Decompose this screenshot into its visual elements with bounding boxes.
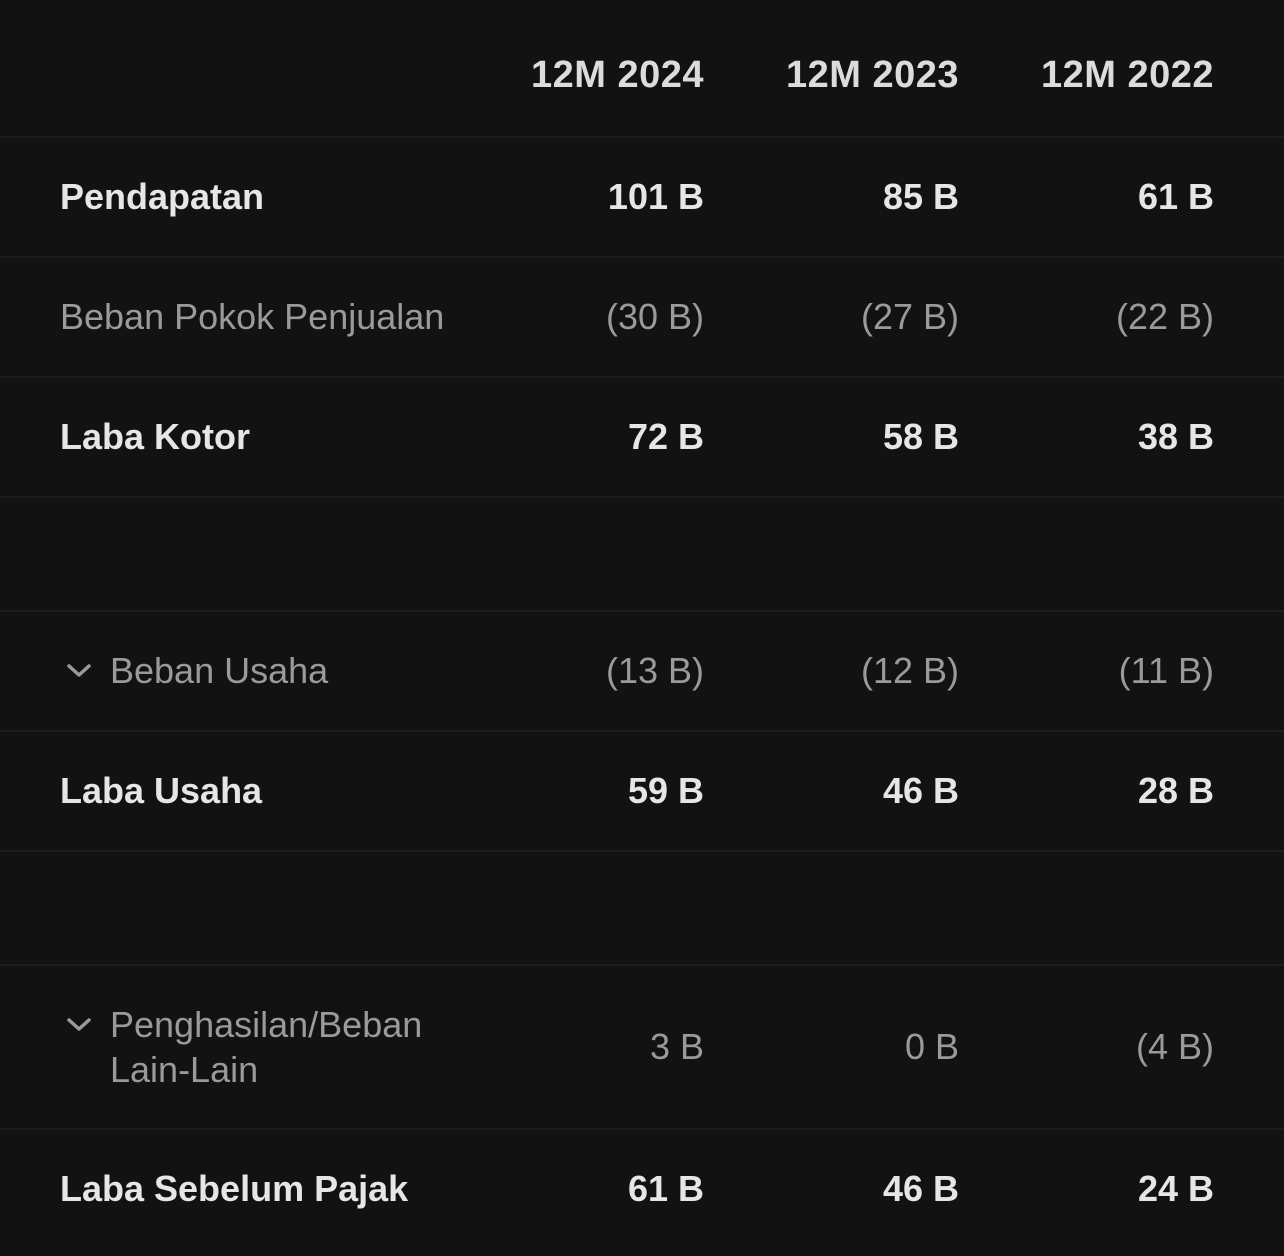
row-value-2023: 85 B [882, 176, 959, 217]
section-spacer [0, 498, 1284, 612]
row-value-2024: 3 B [649, 1026, 704, 1067]
row-label: Penghasilan/Beban Lain-Lain [110, 1004, 423, 1090]
table-row-penghasilan-beban-lain-lain[interactable]: Penghasilan/Beban Lain-Lain 3 B 0 B (4 B… [0, 966, 1284, 1130]
row-value-2024: 72 B [627, 416, 704, 457]
row-value-2022: 61 B [1137, 176, 1214, 217]
column-header-2023[interactable]: 12M 2023 [785, 54, 959, 96]
row-label-group[interactable]: Beban Usaha [62, 612, 502, 730]
row-label: Laba Kotor [60, 416, 251, 457]
chevron-down-icon[interactable] [62, 1008, 96, 1042]
table-row-laba-sebelum-pajak: Laba Sebelum Pajak 61 B 46 B 24 B [0, 1130, 1284, 1248]
row-value-2024: 59 B [627, 770, 704, 811]
row-value-2023: 0 B [904, 1026, 959, 1067]
row-value-2022: (11 B) [1118, 650, 1214, 691]
row-label: Beban Usaha [110, 650, 329, 691]
table-row-laba-kotor: Laba Kotor 72 B 58 B 38 B [0, 378, 1284, 498]
row-value-2022: (4 B) [1135, 1026, 1214, 1067]
column-header-2022[interactable]: 12M 2022 [1040, 54, 1214, 96]
section-spacer [0, 852, 1284, 966]
table-row-laba-usaha: Laba Usaha 59 B 46 B 28 B [0, 732, 1284, 852]
table-row-pendapatan: Pendapatan 101 B 85 B 61 B [0, 138, 1284, 258]
chevron-down-icon-svg [67, 664, 91, 677]
chevron-down-icon[interactable] [62, 654, 96, 688]
row-value-2024: (13 B) [605, 650, 704, 691]
chevron-down-icon-svg [67, 1018, 91, 1031]
row-value-2022: 24 B [1137, 1168, 1214, 1209]
row-value-2022: (22 B) [1115, 296, 1214, 337]
row-value-2023: (12 B) [860, 650, 959, 691]
row-label-group[interactable]: Penghasilan/Beban Lain-Lain [62, 966, 502, 1128]
row-label: Laba Usaha [60, 770, 263, 811]
row-value-2022: 38 B [1137, 416, 1214, 457]
row-value-2024: (30 B) [605, 296, 704, 337]
row-value-2023: 58 B [882, 416, 959, 457]
row-label: Beban Pokok Penjualan [60, 296, 445, 337]
row-value-2024: 101 B [607, 176, 704, 217]
row-value-2022: 28 B [1137, 770, 1214, 811]
row-value-2023: (27 B) [860, 296, 959, 337]
row-label: Pendapatan [60, 176, 265, 217]
row-value-2024: 61 B [627, 1168, 704, 1209]
table-row-beban-pokok-penjualan: Beban Pokok Penjualan (30 B) (27 B) (22 … [0, 258, 1284, 378]
row-value-2023: 46 B [882, 1168, 959, 1209]
row-value-2023: 46 B [882, 770, 959, 811]
column-header-2024[interactable]: 12M 2024 [530, 54, 704, 96]
row-label: Laba Sebelum Pajak [60, 1168, 409, 1209]
table-row-beban-usaha[interactable]: Beban Usaha (13 B) (12 B) (11 B) [0, 612, 1284, 732]
table-header-row: 12M 2024 12M 2023 12M 2022 [0, 0, 1284, 138]
